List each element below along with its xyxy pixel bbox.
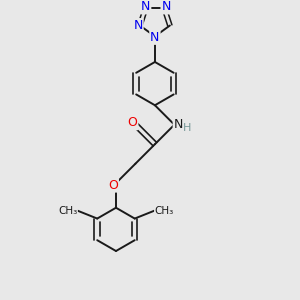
Text: N: N	[174, 118, 183, 131]
Text: H: H	[183, 123, 191, 133]
Text: CH₃: CH₃	[154, 206, 174, 216]
Text: N: N	[133, 19, 143, 32]
Text: N: N	[150, 31, 160, 44]
Text: N: N	[161, 0, 171, 14]
Text: CH₃: CH₃	[58, 206, 77, 216]
Text: O: O	[108, 178, 118, 192]
Text: N: N	[141, 0, 150, 14]
Text: O: O	[128, 116, 137, 129]
